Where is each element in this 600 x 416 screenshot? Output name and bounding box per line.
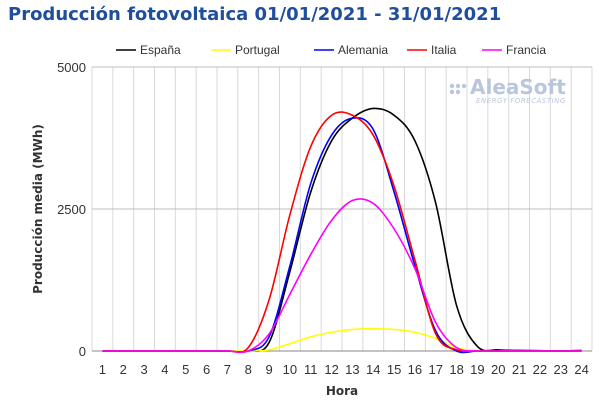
legend: España Portugal Alemania Italia Francia [116,43,546,57]
series-line-francia [102,198,582,354]
x-tick-label: 23 [554,362,568,377]
x-tick-label: 11 [304,362,318,377]
legend-label-francia: Francia [506,43,546,57]
y-tick-label: 0 [79,344,86,359]
x-tick-label: 16 [408,362,422,377]
x-axis-title: Hora [326,384,358,398]
x-tick-label: 22 [533,362,547,377]
legend-label-italia: Italia [431,43,457,57]
legend-label-espana: España [140,43,181,57]
logo-dots-icon [449,83,467,95]
x-tick-label: 17 [429,362,443,377]
x-tick-label: 21 [512,362,526,377]
grid-lines [91,66,593,352]
x-tick-label: 3 [140,362,147,377]
y-tick-label: 2500 [57,202,86,217]
x-tick-label: 7 [224,362,231,377]
x-tick-label: 4 [161,362,168,377]
legend-label-portugal: Portugal [235,43,280,57]
x-tick-label: 8 [245,362,252,377]
x-tick-label: 9 [265,362,272,377]
aleasoft-logo: AleaSoft ENERGY FORECASTING [449,75,566,105]
series-lines [102,107,582,354]
x-tick-label: 18 [449,362,463,377]
x-tick-label: 13 [345,362,359,377]
x-tick-label: 1 [99,362,106,377]
x-tick-label: 6 [203,362,210,377]
chart-title: Producción fotovoltaica 01/01/2021 - 31/… [8,4,502,25]
x-tick-label: 2 [120,362,127,377]
y-tick-labels: 0 2500 5000 [57,60,86,359]
x-tick-labels: 1 2 3 4 5 6 7 8 9 10 11 12 13 14 15 16 17 18 19 20 21 22 23 24 [99,362,589,377]
y-axis-title: Producción media (MWh) [31,124,45,294]
y-tick-label: 5000 [57,60,86,75]
x-tick-label: 15 [387,362,401,377]
x-tick-label: 20 [491,362,505,377]
x-tick-label: 5 [182,362,189,377]
x-tick-label: 12 [324,362,338,377]
x-tick-label: 10 [283,362,297,377]
legend-label-alemania: Alemania [338,43,388,57]
x-tick-label: 24 [574,362,588,377]
logo-sub-text: ENERGY FORECASTING [476,97,566,105]
x-tick-label: 19 [470,362,484,377]
logo-main-text: AleaSoft [470,75,566,99]
x-tick-label: 14 [366,362,380,377]
